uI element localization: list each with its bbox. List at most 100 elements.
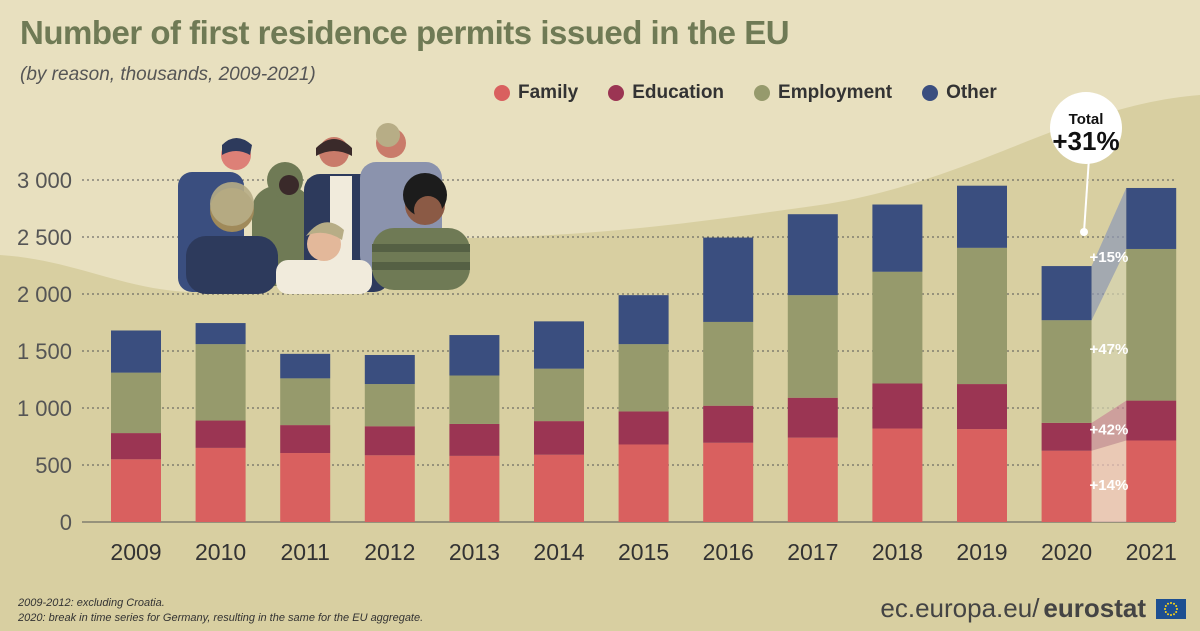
- bar-employment: [364, 384, 415, 427]
- total-change: +31%: [1052, 126, 1119, 156]
- change-band-employment: [1091, 248, 1127, 423]
- bar-family: [957, 429, 1007, 522]
- footnotes: 2009-2012: excluding Croatia. 2020: brea…: [18, 596, 423, 626]
- bar-education: [195, 420, 246, 448]
- legend: Family Education Employment Other: [494, 82, 997, 104]
- bar-education: [280, 425, 331, 454]
- background-wave: [0, 95, 1200, 631]
- bar-employment: [195, 344, 246, 421]
- x-tick-label: 2018: [872, 539, 923, 565]
- bar-employment: [1041, 320, 1092, 423]
- y-tick-label: 2 500: [17, 225, 72, 250]
- x-tick-label: 2011: [280, 539, 329, 565]
- bar-employment: [1126, 248, 1177, 401]
- y-axis: 0 500 1 000 1 500 2 000 2 500 3 000: [17, 168, 72, 535]
- bar-other: [1126, 187, 1177, 249]
- bar-employment: [618, 344, 669, 412]
- bar-other: [787, 214, 838, 296]
- bar-education: [787, 397, 838, 438]
- bar-other: [957, 185, 1007, 248]
- bar-other: [1041, 266, 1092, 321]
- x-tick-label: 2010: [195, 539, 246, 565]
- x-tick-label: 2015: [618, 539, 669, 565]
- bar-employment: [449, 375, 500, 424]
- bar-education: [872, 383, 923, 429]
- change-label: +47%: [1090, 341, 1129, 358]
- footnote: 2009-2012: excluding Croatia.: [18, 597, 165, 609]
- bar-employment: [872, 271, 923, 384]
- legend-item-family: Family: [494, 82, 578, 104]
- x-tick-label: 2020: [1041, 539, 1092, 565]
- bar-other: [703, 237, 754, 322]
- legend-item-employment: Employment: [754, 82, 892, 104]
- legend-label: Other: [946, 82, 997, 103]
- x-tick-label: 2021: [1126, 539, 1177, 565]
- bar-family: [280, 453, 331, 522]
- bar-employment: [787, 295, 838, 398]
- bar-education: [957, 384, 1007, 430]
- x-tick-label: 2013: [449, 539, 500, 565]
- x-tick-label: 2016: [703, 539, 754, 565]
- bar-family: [787, 437, 838, 522]
- brand-name: eurostat: [1043, 593, 1146, 623]
- legend-item-other: Other: [922, 82, 997, 104]
- x-tick-label: 2012: [364, 539, 415, 565]
- bar-family: [449, 455, 500, 522]
- bar-education: [618, 411, 669, 445]
- bar-family: [534, 454, 584, 522]
- bar-education: [364, 426, 415, 456]
- bar-other: [280, 353, 331, 379]
- bar-education: [703, 405, 754, 443]
- legend-swatch: [494, 85, 510, 101]
- bar-employment: [957, 247, 1007, 385]
- legend-swatch: [754, 85, 771, 101]
- change-band-other: [1091, 187, 1127, 321]
- bar-family: [872, 428, 923, 522]
- bar-family: [111, 459, 161, 522]
- legend-item-education: Education: [608, 82, 724, 104]
- legend-label: Family: [518, 82, 579, 103]
- bar-employment: [703, 321, 754, 406]
- total-change-badge: Total +31%: [1050, 92, 1122, 236]
- y-tick-label: 2 000: [17, 282, 72, 307]
- bar-education: [449, 423, 500, 456]
- change-band-family: [1091, 440, 1127, 522]
- change-band-education: [1091, 400, 1127, 451]
- footnote: 2020: break in time series for Germany, …: [18, 612, 424, 624]
- legend-label: Employment: [778, 82, 893, 103]
- x-tick-label: 2014: [533, 539, 584, 565]
- legend-swatch: [608, 85, 625, 101]
- legend-label: Education: [632, 82, 725, 103]
- y-tick-label: 1 000: [17, 396, 72, 421]
- bars: [111, 185, 1177, 522]
- bar-other: [618, 295, 669, 345]
- eurostat-brand[interactable]: ec.europa.eu/eurostat: [880, 593, 1186, 624]
- y-tick-label: 500: [35, 453, 72, 478]
- bar-education: [534, 421, 584, 455]
- brand-site: ec.europa.eu/: [880, 593, 1040, 623]
- bar-employment: [280, 378, 331, 426]
- x-tick-label: 2017: [787, 539, 838, 565]
- people-illustration: [178, 123, 470, 294]
- change-overlay: +14% +42% +47% +15%: [1090, 187, 1129, 522]
- y-tick-label: 0: [60, 510, 72, 535]
- legend-swatch: [922, 85, 939, 101]
- y-tick-label: 3 000: [17, 168, 72, 193]
- x-axis: 2009 2010 2011 2012 2013 2014 2015 2016 2017 2018…: [110, 539, 1176, 565]
- bar-employment: [111, 372, 161, 434]
- bar-education: [1126, 400, 1177, 441]
- x-tick-label: 2009: [110, 539, 161, 565]
- change-label: +14%: [1090, 477, 1129, 494]
- bar-other: [449, 335, 500, 376]
- bar-other: [872, 204, 923, 272]
- bar-family: [703, 442, 754, 522]
- bar-family: [364, 455, 415, 522]
- bar-other: [195, 323, 246, 345]
- chart-title: Number of first residence permits issued…: [20, 14, 790, 51]
- bar-education: [1041, 422, 1092, 451]
- x-tick-label: 2019: [956, 539, 1007, 565]
- bar-family: [195, 447, 246, 522]
- bar-education: [111, 433, 161, 460]
- eu-flag-icon: [1156, 598, 1186, 619]
